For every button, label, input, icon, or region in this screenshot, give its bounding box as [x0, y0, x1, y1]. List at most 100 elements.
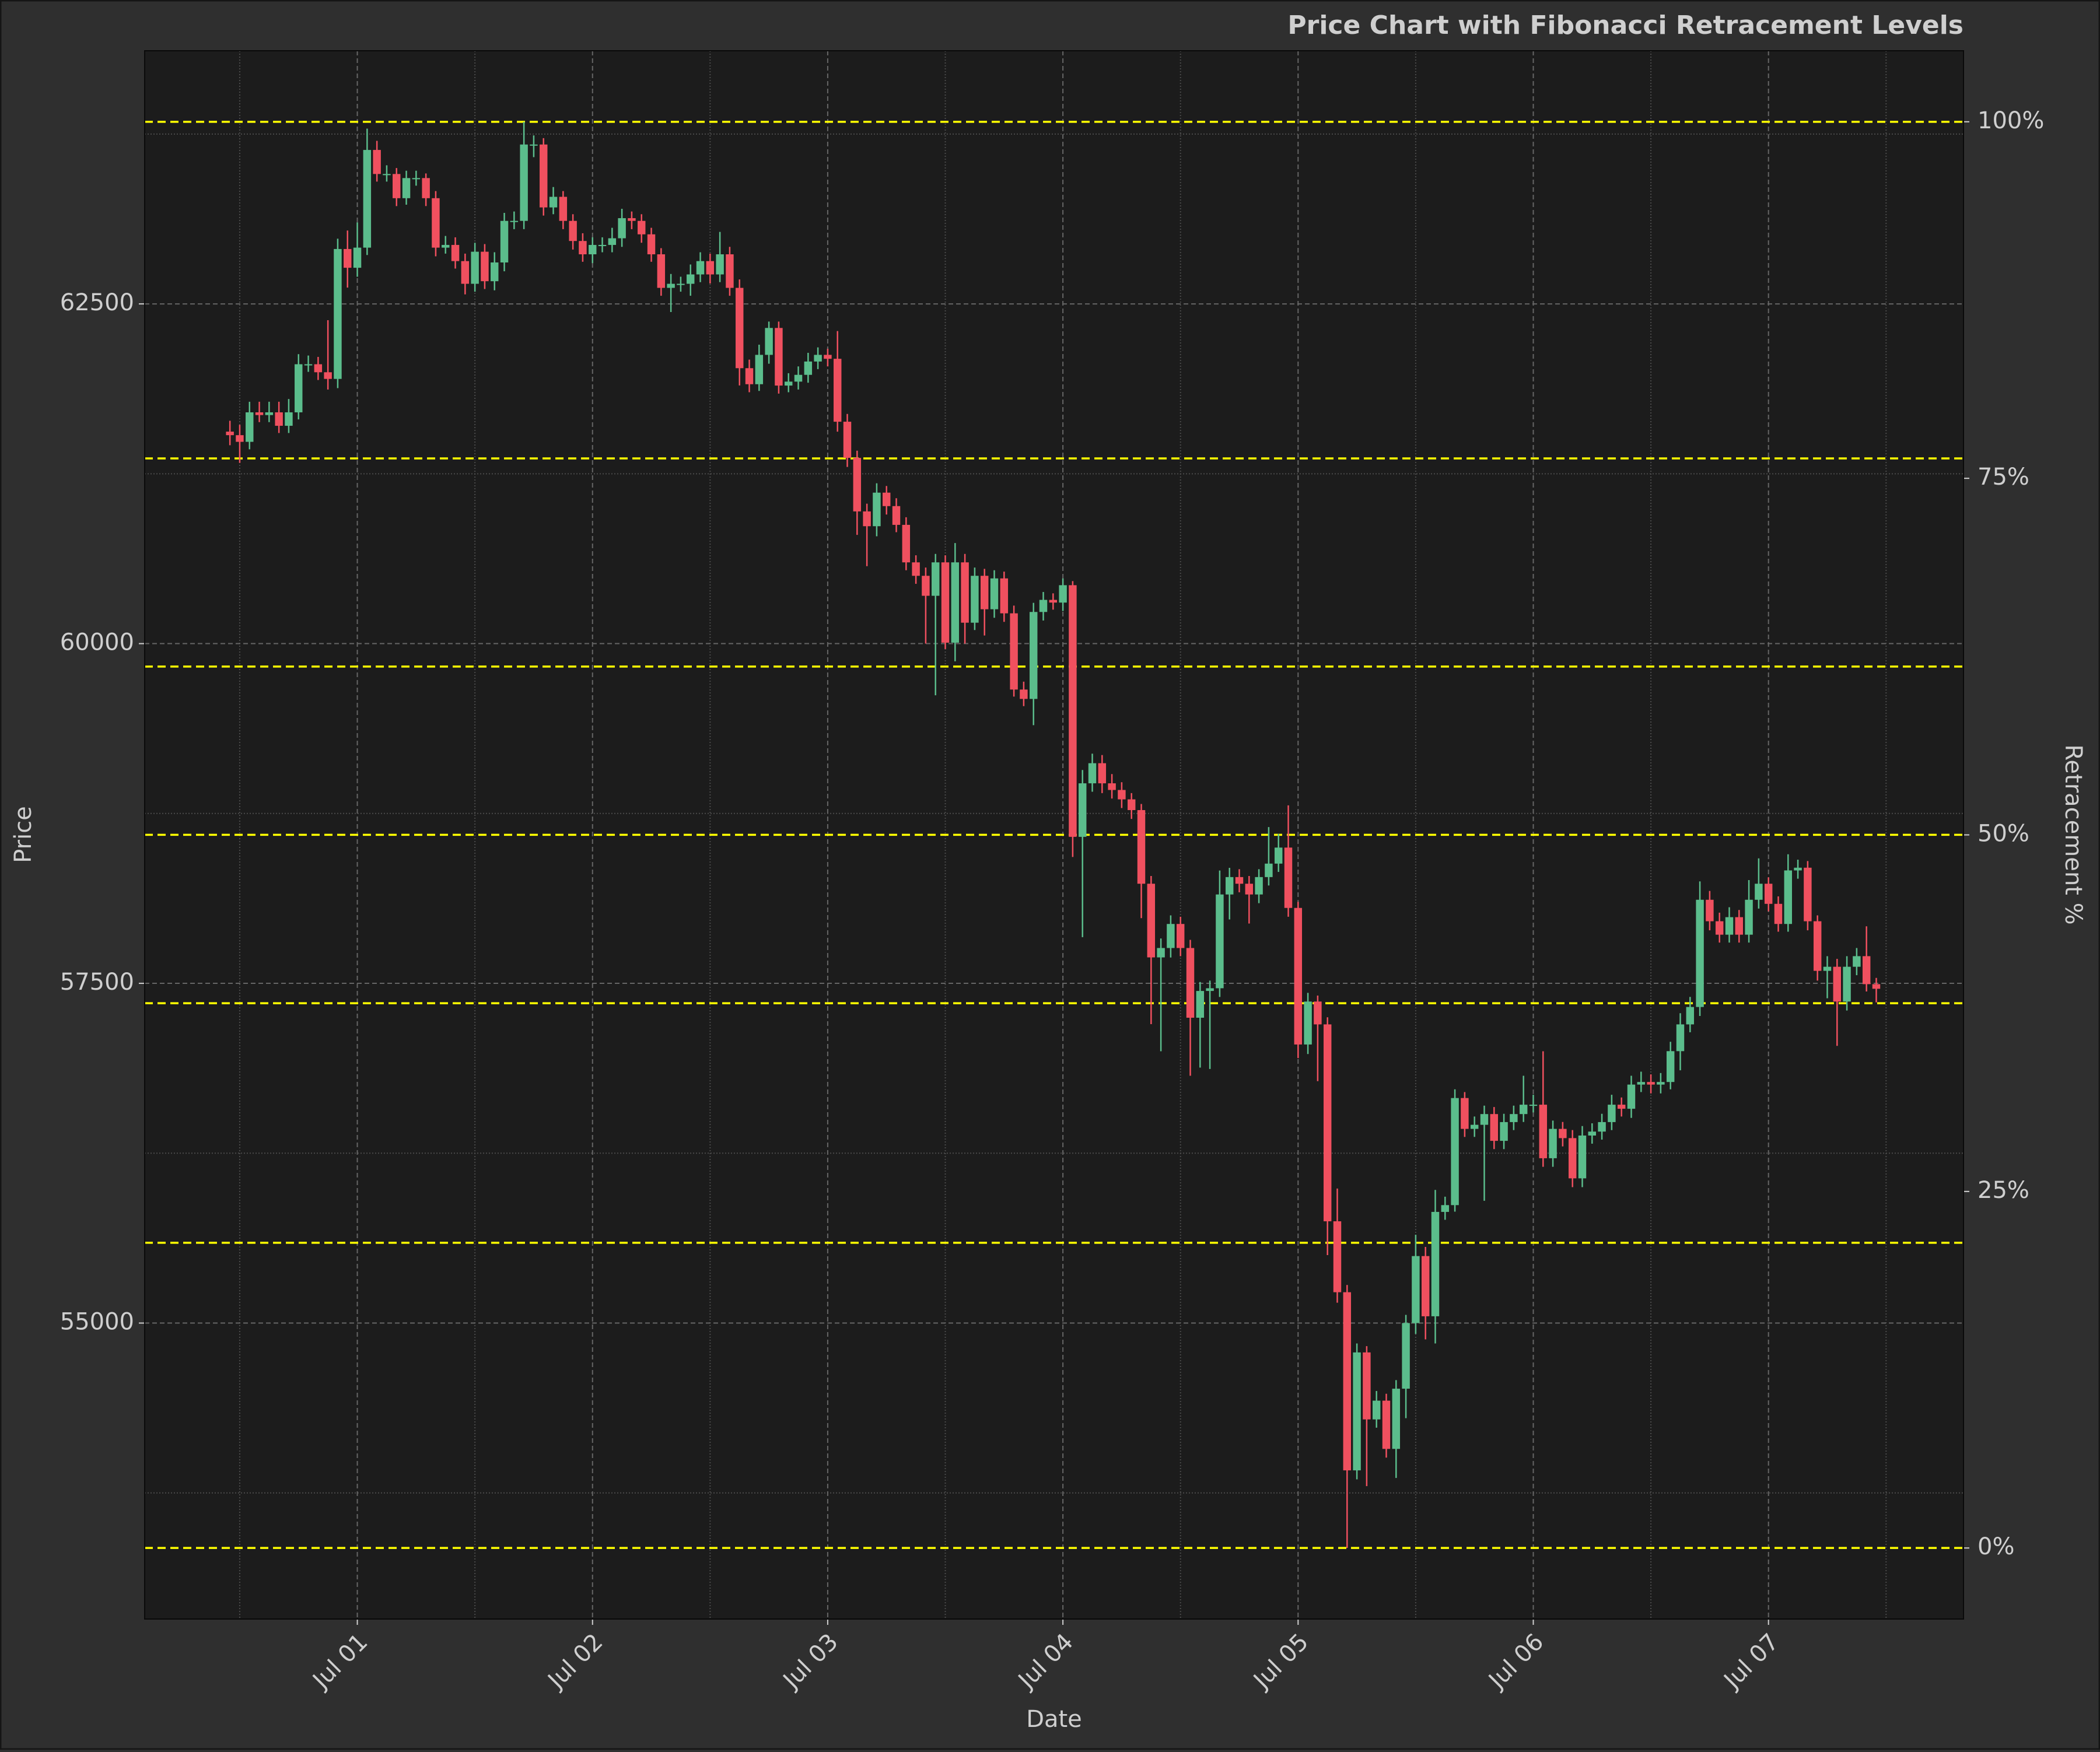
candle-body	[1167, 924, 1175, 948]
y2-tick-label: 100%	[1978, 107, 2044, 134]
candle-body	[324, 372, 332, 379]
candle-body	[412, 178, 421, 180]
candle-body	[1549, 1129, 1557, 1158]
x-axis-label: Date	[1026, 1706, 1082, 1733]
candle-body	[608, 238, 617, 245]
candle-body	[892, 506, 901, 525]
candle-body	[1676, 1024, 1685, 1052]
candle-body	[1441, 1205, 1450, 1212]
candle-body	[1088, 763, 1097, 784]
candle-body	[1421, 1256, 1430, 1316]
candle-body	[794, 374, 803, 382]
candle-body	[1216, 894, 1224, 989]
candle-body	[1274, 847, 1283, 864]
candle-body	[1030, 612, 1038, 699]
candle-body	[687, 274, 695, 284]
candle-body	[1127, 799, 1136, 810]
candle-body	[1725, 917, 1734, 935]
candle-body	[285, 412, 293, 426]
candle-body	[736, 288, 744, 369]
candle-body	[1853, 956, 1861, 967]
candle-body	[1372, 1400, 1381, 1420]
candle-body	[1333, 1221, 1342, 1292]
candle-body	[1813, 921, 1822, 971]
candle-body	[549, 197, 558, 208]
y2-tick-label: 75%	[1978, 464, 2029, 490]
candle-body	[618, 218, 626, 239]
candle-body	[510, 220, 519, 222]
candle-body	[677, 283, 685, 285]
candle-body	[932, 562, 940, 596]
y-tick-label: 55000	[60, 1309, 134, 1336]
candle-body	[1118, 790, 1126, 800]
candle-body	[804, 361, 813, 375]
candle-body	[902, 524, 911, 563]
candle-body	[1657, 1082, 1665, 1085]
candle-body	[353, 247, 362, 268]
candle-body	[1588, 1131, 1597, 1136]
y2-axis-label: Retracement %	[2060, 744, 2087, 924]
candle-body	[1255, 877, 1263, 895]
candle-body	[1176, 924, 1185, 948]
candle-body	[1049, 600, 1058, 603]
candle-body	[491, 262, 499, 282]
candle-body	[1627, 1084, 1636, 1109]
candle-body	[1598, 1122, 1606, 1132]
candle-body	[912, 562, 920, 576]
candle-body	[500, 220, 509, 263]
candle-body	[667, 283, 675, 288]
candle-body	[755, 355, 764, 384]
candle-body	[873, 492, 881, 527]
candle-body	[1402, 1323, 1410, 1389]
candle-body	[1608, 1105, 1616, 1122]
candle-body	[363, 150, 372, 248]
candle-body	[1196, 991, 1205, 1018]
candle-body	[1696, 899, 1704, 1007]
candle-body	[1363, 1352, 1371, 1420]
candle-body	[1833, 966, 1842, 1002]
candle-body	[863, 511, 871, 527]
candle-body	[990, 578, 999, 609]
candle-body	[275, 412, 283, 426]
candle-body	[1314, 1001, 1322, 1025]
candle-body	[941, 562, 950, 643]
candle-body	[226, 432, 234, 436]
candle-body	[726, 254, 734, 288]
candle-body	[1098, 763, 1107, 784]
candle-body	[1706, 899, 1714, 921]
candle-body	[1637, 1082, 1646, 1085]
candle-body	[1470, 1124, 1479, 1129]
candle-body	[589, 244, 597, 255]
candle-body	[540, 144, 548, 208]
candle-body	[647, 234, 656, 255]
candle-body	[255, 412, 264, 415]
candle-body	[638, 220, 646, 234]
candle-body	[265, 412, 274, 415]
candle-body	[1686, 1007, 1695, 1025]
candle-body	[853, 458, 862, 511]
candle-body	[1020, 689, 1028, 699]
candle-body	[461, 261, 470, 284]
candle-body	[1284, 847, 1293, 908]
candle-body	[373, 150, 381, 174]
candle-body	[1010, 613, 1018, 690]
candle-body	[1490, 1114, 1499, 1141]
candle-body	[1539, 1105, 1548, 1158]
candle-body	[393, 174, 401, 198]
candle-body	[961, 562, 969, 623]
candle-body	[716, 254, 724, 275]
y2-tick-label: 25%	[1978, 1177, 2029, 1204]
candle-body	[1715, 921, 1724, 935]
candle-body	[951, 562, 960, 643]
candle-body	[775, 328, 783, 386]
candle-body	[1764, 884, 1773, 904]
y2-tick-label: 0%	[1978, 1533, 2014, 1560]
candle-body	[471, 251, 479, 284]
y-tick-label: 60000	[60, 629, 134, 656]
candle-body	[314, 364, 323, 373]
candle-body	[1647, 1082, 1655, 1085]
candle-body	[785, 381, 793, 386]
candle-body	[1108, 783, 1116, 790]
candle-body	[981, 576, 989, 609]
